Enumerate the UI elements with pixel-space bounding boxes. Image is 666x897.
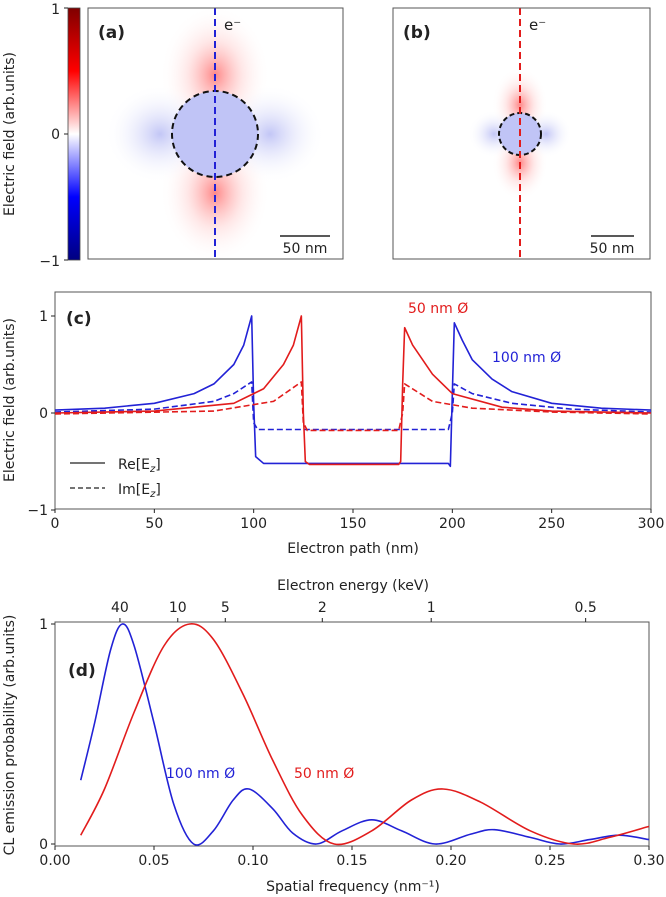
y-tick-label: 1: [39, 617, 48, 633]
x-tick-label: 0.05: [138, 853, 169, 869]
panel-label: (a): [98, 23, 125, 43]
x-tick-label: 100: [240, 516, 267, 532]
y-axis-label: CL emission probability (arb.units): [2, 615, 18, 856]
y-tick-label: 0: [39, 406, 48, 422]
x-tick-label: 250: [538, 516, 565, 532]
series-line-50-nm-re: [54, 315, 652, 466]
panel-c-chart: (c) 50 nm Ø 100 nm Ø Re[Ez] Im[Ez] Elect…: [2, 291, 665, 557]
x-tick-label: 0.15: [336, 853, 367, 869]
colorbar: 1 0 −1 Electric field (arb.units): [2, 2, 81, 270]
x-tick-label: 0.30: [633, 853, 664, 869]
top-x-tick-label: 1: [427, 600, 436, 616]
y-tick-label: 0: [39, 837, 48, 853]
legend-label-im: Im[Ez]: [118, 482, 161, 500]
colorbar-label: Electric field (arb.units): [2, 52, 18, 216]
annotation-100nm: 100 nm Ø: [166, 766, 235, 782]
annotation-50nm: 50 nm Ø: [408, 301, 468, 317]
x-tick-label: 0.10: [237, 853, 268, 869]
electron-label: e⁻: [224, 16, 241, 34]
plot-frame: [54, 621, 650, 847]
x-tick-label: 200: [439, 516, 466, 532]
x-tick-label: 50: [145, 516, 163, 532]
x-axis-label: Spatial frequency (nm⁻¹): [266, 879, 440, 895]
scale-bar-label: 50 nm: [283, 241, 328, 257]
top-x-tick-label: 2: [318, 600, 327, 616]
colorbar-tick: 0: [51, 127, 60, 143]
top-x-tick-label: 0.5: [575, 600, 597, 616]
top-x-tick-label: 10: [169, 600, 187, 616]
x-tick-label: 150: [340, 516, 367, 532]
colorbar-tick: 1: [51, 2, 60, 18]
top-x-tick-label: 40: [111, 600, 129, 616]
series-line-50-nm: [80, 623, 650, 846]
series-line-50-nm-im: [54, 381, 652, 432]
x-tick-label: 0.20: [435, 853, 466, 869]
panel-d-chart: (d) 100 nm Ø 50 nm Ø Spatial frequency (…: [2, 578, 665, 895]
top-x-tick-label: 5: [221, 600, 230, 616]
y-axis-label: Electric field (arb.units): [2, 318, 18, 482]
panel-label: (c): [66, 309, 92, 329]
colorbar-tick: −1: [39, 254, 60, 270]
series-line-100-nm: [79, 623, 650, 846]
legend-label-re: Re[Ez]: [118, 457, 161, 475]
scale-bar-label: 50 nm: [590, 241, 635, 257]
panel-b-field-map: (b) e⁻ 50 nm: [392, 7, 651, 260]
x-tick-label: 300: [638, 516, 665, 532]
annotation-100nm: 100 nm Ø: [492, 350, 561, 366]
x-tick-label: 0: [51, 516, 60, 532]
x-tick-label: 0.00: [39, 853, 70, 869]
x-axis-label: Electron path (nm): [287, 541, 419, 557]
y-tick-label: −1: [27, 503, 48, 519]
electron-label: e⁻: [529, 16, 546, 34]
annotation-50nm: 50 nm Ø: [294, 766, 354, 782]
legend: Re[Ez] Im[Ez]: [70, 457, 161, 500]
plot-frame: [54, 291, 652, 510]
panel-label: (b): [403, 23, 431, 43]
series-line-100-nm-im: [54, 381, 652, 431]
panel-label: (d): [68, 661, 96, 681]
panel-a-field-map: (a) e⁻ 50 nm: [87, 7, 344, 260]
x-tick-label: 0.25: [534, 853, 565, 869]
y-tick-label: 1: [39, 309, 48, 325]
top-x-axis-label: Electron energy (keV): [277, 578, 429, 594]
series-line-100-nm-re: [54, 315, 652, 468]
